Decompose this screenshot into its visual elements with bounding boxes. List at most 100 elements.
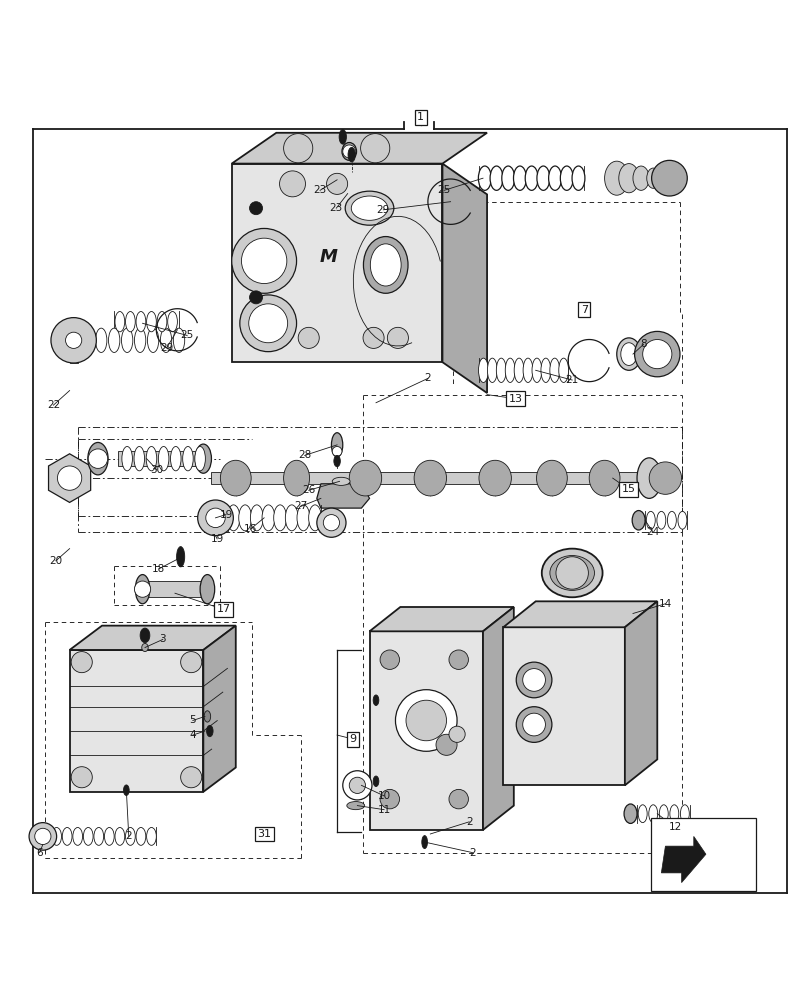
Text: 28: 28 <box>298 450 311 460</box>
Polygon shape <box>231 164 442 362</box>
Circle shape <box>248 304 287 343</box>
Ellipse shape <box>646 511 654 529</box>
Ellipse shape <box>540 358 550 382</box>
Polygon shape <box>442 164 487 393</box>
Ellipse shape <box>525 166 538 190</box>
Polygon shape <box>624 601 656 785</box>
Polygon shape <box>143 581 207 597</box>
Ellipse shape <box>659 805 667 823</box>
Ellipse shape <box>677 511 686 529</box>
Ellipse shape <box>122 328 133 352</box>
Ellipse shape <box>250 505 263 531</box>
Ellipse shape <box>373 776 379 787</box>
Circle shape <box>231 228 296 293</box>
Circle shape <box>650 160 686 196</box>
Ellipse shape <box>421 836 427 849</box>
Ellipse shape <box>285 505 298 531</box>
Ellipse shape <box>341 143 356 160</box>
Ellipse shape <box>195 446 205 471</box>
Text: 13: 13 <box>508 394 521 404</box>
Ellipse shape <box>331 433 342 457</box>
Ellipse shape <box>349 460 381 496</box>
Polygon shape <box>503 627 624 785</box>
Circle shape <box>360 134 389 163</box>
Ellipse shape <box>146 446 157 471</box>
Text: 12: 12 <box>667 822 681 832</box>
Text: 26: 26 <box>302 485 315 495</box>
Ellipse shape <box>549 358 559 382</box>
Ellipse shape <box>161 328 171 352</box>
Ellipse shape <box>648 805 657 823</box>
Ellipse shape <box>522 358 532 382</box>
Text: 4: 4 <box>189 730 196 740</box>
Circle shape <box>648 462 680 494</box>
Text: 10: 10 <box>377 791 390 801</box>
Circle shape <box>180 652 201 673</box>
Ellipse shape <box>52 827 62 845</box>
Text: M: M <box>320 248 337 266</box>
Text: 3: 3 <box>159 634 166 644</box>
Text: 19: 19 <box>210 534 224 544</box>
Ellipse shape <box>220 460 251 496</box>
Text: 15: 15 <box>621 484 635 494</box>
Circle shape <box>448 789 468 809</box>
Circle shape <box>279 171 305 197</box>
Ellipse shape <box>126 827 135 845</box>
Ellipse shape <box>487 358 496 382</box>
Circle shape <box>71 767 92 788</box>
Ellipse shape <box>531 358 541 382</box>
Ellipse shape <box>135 328 146 352</box>
Circle shape <box>180 767 201 788</box>
Circle shape <box>29 823 57 850</box>
Polygon shape <box>70 650 203 792</box>
Text: 18: 18 <box>152 564 165 574</box>
Ellipse shape <box>94 827 104 845</box>
Circle shape <box>516 707 551 742</box>
Ellipse shape <box>589 460 620 496</box>
Ellipse shape <box>283 460 309 496</box>
Circle shape <box>283 134 312 163</box>
Circle shape <box>51 318 97 363</box>
Circle shape <box>516 662 551 698</box>
Polygon shape <box>118 451 203 466</box>
Ellipse shape <box>140 628 150 643</box>
Ellipse shape <box>513 166 526 190</box>
Circle shape <box>349 777 365 793</box>
Ellipse shape <box>370 244 401 286</box>
Ellipse shape <box>200 575 214 604</box>
Ellipse shape <box>363 237 407 293</box>
Circle shape <box>35 828 51 845</box>
Ellipse shape <box>227 505 239 531</box>
Ellipse shape <box>297 505 310 531</box>
Text: 24: 24 <box>646 527 659 537</box>
Polygon shape <box>316 484 369 508</box>
Ellipse shape <box>73 827 83 845</box>
Polygon shape <box>49 454 91 502</box>
Circle shape <box>71 652 92 673</box>
Circle shape <box>326 173 347 194</box>
Text: 23: 23 <box>329 203 342 213</box>
Ellipse shape <box>558 358 568 382</box>
Text: 8: 8 <box>639 339 646 349</box>
Circle shape <box>436 734 457 755</box>
Text: 29: 29 <box>160 343 174 353</box>
Circle shape <box>448 650 468 669</box>
Text: 16: 16 <box>243 524 256 534</box>
Ellipse shape <box>478 460 511 496</box>
Circle shape <box>323 515 339 531</box>
Circle shape <box>395 690 457 751</box>
Ellipse shape <box>122 446 132 471</box>
Circle shape <box>522 713 545 736</box>
Ellipse shape <box>333 455 340 467</box>
Text: 25: 25 <box>180 330 194 340</box>
Ellipse shape <box>373 695 379 705</box>
Ellipse shape <box>504 358 514 382</box>
Ellipse shape <box>501 166 514 190</box>
Ellipse shape <box>66 332 82 348</box>
Circle shape <box>239 295 296 352</box>
Ellipse shape <box>536 460 567 496</box>
Ellipse shape <box>126 312 135 332</box>
Circle shape <box>406 700 446 741</box>
Ellipse shape <box>339 130 346 144</box>
Ellipse shape <box>204 711 210 722</box>
